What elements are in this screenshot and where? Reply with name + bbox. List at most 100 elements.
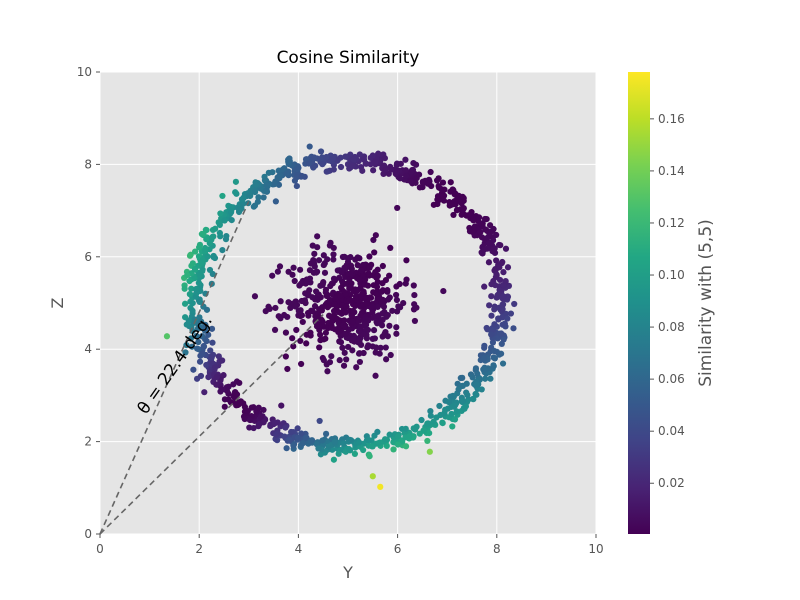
scatter-point	[459, 374, 466, 381]
scatter-point	[192, 266, 199, 273]
scatter-point	[350, 307, 357, 315]
scatter-point	[504, 315, 511, 322]
scatter-point	[188, 343, 196, 350]
scatter-point	[397, 160, 404, 167]
scatter-point	[382, 344, 389, 351]
scatter-point	[193, 333, 200, 340]
scatter-point	[392, 291, 400, 299]
scatter-point	[314, 296, 321, 303]
scatter-point	[495, 315, 502, 322]
scatter-point	[379, 262, 386, 270]
scatter-point	[221, 217, 228, 224]
scatter-point	[342, 330, 349, 337]
x-tick-label: 8	[493, 542, 501, 556]
colorbar	[628, 72, 650, 534]
x-tick-label: 10	[588, 542, 603, 556]
scatter-point	[279, 166, 287, 173]
scatter-point	[383, 356, 390, 363]
scatter-point	[379, 296, 386, 304]
scatter-point	[447, 179, 454, 186]
scatter-point	[386, 272, 393, 279]
scatter-point	[317, 331, 324, 338]
scatter-point	[282, 424, 289, 431]
scatter-point	[274, 268, 281, 275]
scatter-point	[379, 287, 387, 294]
scatter-point	[328, 324, 336, 332]
scatter-point	[488, 293, 495, 300]
scatter-point	[493, 271, 500, 278]
scatter-point	[498, 330, 505, 337]
scatter-point	[343, 280, 350, 287]
scatter-point	[271, 326, 279, 333]
scatter-point	[303, 434, 310, 441]
scatter-point	[481, 215, 489, 223]
scatter-point	[330, 256, 337, 263]
scatter-point	[293, 182, 300, 190]
scatter-point	[435, 184, 443, 191]
scatter-point	[298, 172, 306, 180]
scatter-point	[470, 217, 477, 224]
scatter-point	[201, 389, 208, 396]
scatter-point	[486, 222, 494, 229]
scatter-point	[346, 446, 353, 453]
scatter-point	[402, 425, 409, 432]
scatter-point	[478, 234, 486, 241]
scatter-point	[319, 437, 326, 444]
scatter-point	[184, 272, 191, 279]
scatter-point	[374, 303, 381, 311]
scatter-point	[406, 433, 413, 440]
scatter-point	[272, 198, 279, 205]
scatter-point	[500, 269, 507, 276]
scatter-point	[403, 257, 410, 264]
scatter-point	[416, 184, 423, 191]
scatter-point	[337, 154, 344, 161]
scatter-point	[393, 168, 400, 175]
scatter-point	[487, 375, 494, 382]
scatter-point	[284, 313, 291, 321]
scatter-point	[476, 214, 483, 221]
scatter-point	[222, 236, 230, 243]
scatter-point	[199, 350, 206, 357]
scatter-point	[369, 309, 376, 316]
scatter-point	[199, 333, 206, 340]
scatter-point	[374, 273, 381, 280]
scatter-point	[196, 244, 203, 251]
scatter-point	[488, 331, 495, 338]
scatter-point	[236, 206, 243, 213]
scatter-point	[511, 300, 518, 308]
scatter-point	[349, 347, 356, 354]
scatter-point	[339, 344, 346, 351]
scatter-point	[193, 289, 200, 296]
scatter-point	[400, 299, 407, 307]
scatter-point	[282, 329, 290, 336]
scatter-point	[372, 372, 379, 379]
scatter-point	[490, 237, 497, 244]
scatter-point	[488, 312, 495, 319]
scatter-point	[394, 433, 402, 440]
scatter-point	[324, 304, 331, 311]
scatter-point	[393, 296, 401, 304]
scatter-point	[186, 277, 193, 285]
scatter-point	[335, 309, 342, 316]
scatter-point	[306, 267, 314, 274]
scatter-point	[464, 391, 471, 399]
scatter-point	[309, 308, 316, 315]
scatter-point	[336, 357, 343, 364]
scatter-point	[484, 234, 491, 242]
x-axis-label: Y	[342, 563, 353, 582]
scatter-point	[455, 386, 462, 393]
scatter-point	[481, 246, 488, 253]
scatter-point	[283, 445, 290, 452]
scatter-point	[356, 337, 363, 345]
scatter-point	[459, 206, 467, 213]
scatter-point	[477, 228, 484, 236]
scatter-point	[297, 337, 304, 345]
dashed-angle-line	[99, 201, 250, 535]
scatter-point	[292, 303, 299, 310]
scatter-point	[363, 335, 371, 342]
scatter-point	[182, 349, 189, 356]
scatter-point	[232, 178, 240, 185]
colorbar-tick-label: 0.16	[658, 112, 685, 126]
scatter-point	[424, 437, 431, 445]
scatter-point	[345, 343, 352, 351]
